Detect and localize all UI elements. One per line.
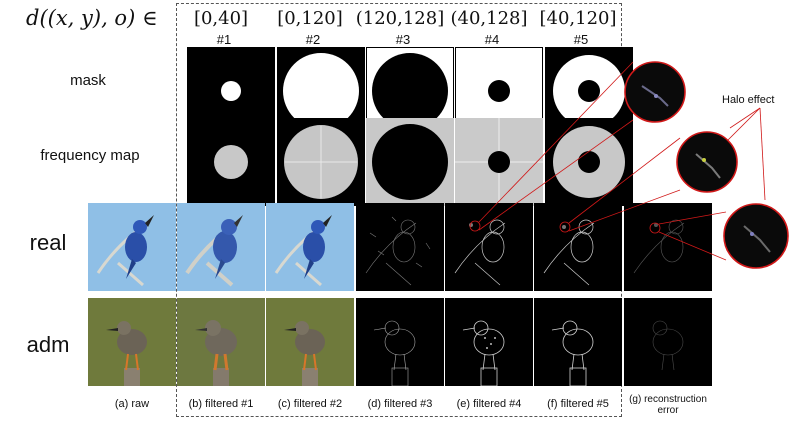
caption-raw: (a) raw bbox=[114, 398, 150, 410]
column-number-4: #4 bbox=[484, 32, 500, 47]
frequency-map-3 bbox=[366, 118, 454, 206]
caption-filtered-2: (c) filtered #2 bbox=[277, 398, 343, 410]
adm-filtered-2-image bbox=[266, 298, 354, 386]
real-filtered-2-image bbox=[266, 203, 354, 291]
column-number-1: #1 bbox=[216, 32, 232, 47]
column-number-3: #3 bbox=[395, 32, 411, 47]
real-filtered-1-image bbox=[177, 203, 265, 291]
range-label-5: [40,120] bbox=[539, 8, 617, 29]
row-label-real: real bbox=[29, 230, 67, 255]
caption-filtered-3: (d) filtered #3 bbox=[367, 398, 433, 410]
row-label-frequency-map: frequency map bbox=[40, 147, 140, 164]
domain-formula: d((x, y), o) ∈ bbox=[26, 6, 158, 30]
frequency-map-5 bbox=[545, 118, 633, 206]
frequency-map-4 bbox=[455, 118, 543, 206]
range-label-4: (40,128] bbox=[450, 8, 528, 29]
adm-reconstruction-error-image bbox=[624, 298, 712, 386]
real-filtered-4-image bbox=[445, 203, 533, 291]
real-filtered-5-image bbox=[534, 203, 622, 291]
adm-raw-image bbox=[88, 298, 176, 386]
real-filtered-3-image bbox=[356, 203, 444, 291]
caption-reconstruction-error: (g) reconstruction error bbox=[629, 394, 707, 416]
real-raw-image bbox=[88, 203, 176, 291]
zoom-circle-3 bbox=[723, 203, 789, 269]
range-label-2: [0,120] bbox=[277, 8, 343, 29]
range-label-1: [0,40] bbox=[193, 8, 249, 29]
zoom-circle-1 bbox=[624, 61, 686, 123]
caption-filtered-5: (f) filtered #5 bbox=[547, 398, 609, 410]
column-number-2: #2 bbox=[305, 32, 321, 47]
caption-filtered-1: (b) filtered #1 bbox=[188, 398, 254, 410]
frequency-map-2 bbox=[277, 118, 365, 206]
caption-filtered-4: (e) filtered #4 bbox=[456, 398, 522, 410]
adm-filtered-4-image bbox=[445, 298, 533, 386]
real-reconstruction-error-image bbox=[624, 203, 712, 291]
frequency-map-1 bbox=[187, 118, 275, 206]
zoom-circle-2 bbox=[676, 131, 738, 193]
adm-filtered-5-image bbox=[534, 298, 622, 386]
row-label-adm: adm bbox=[26, 332, 70, 357]
range-label-3: (120,128] bbox=[355, 8, 445, 29]
adm-filtered-1-image bbox=[177, 298, 265, 386]
row-label-mask: mask bbox=[70, 72, 106, 89]
adm-filtered-3-image bbox=[356, 298, 444, 386]
column-number-5: #5 bbox=[573, 32, 589, 47]
halo-effect-label: Halo effect bbox=[722, 94, 775, 106]
